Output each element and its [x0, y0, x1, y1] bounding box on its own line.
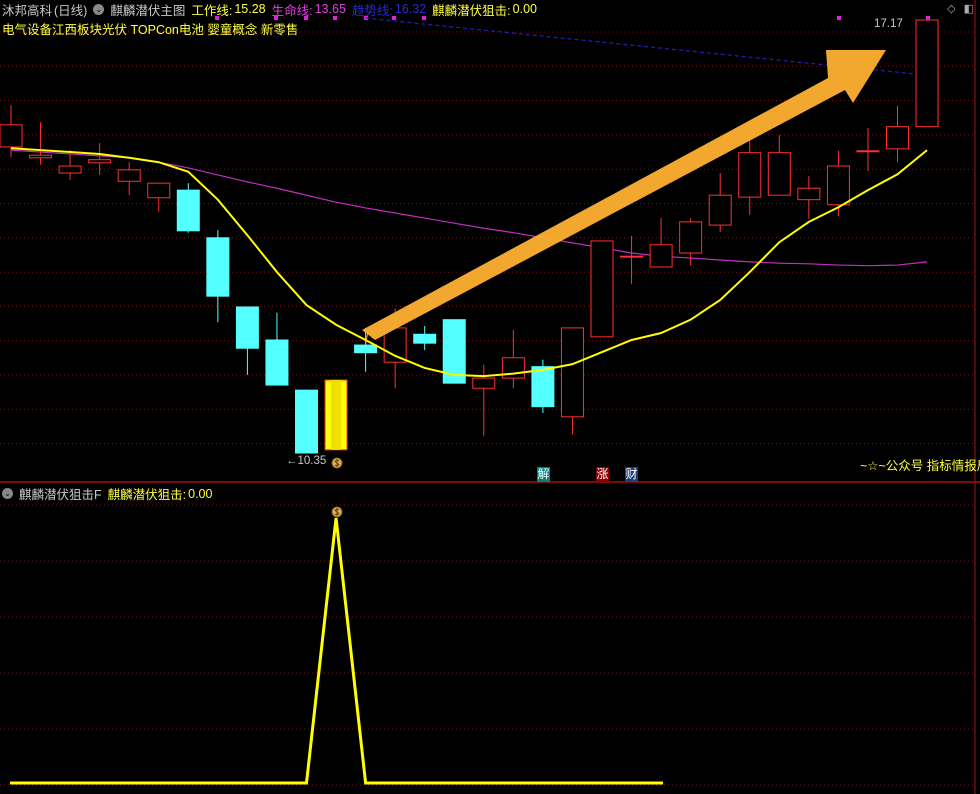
- work-line-value: 15.28: [234, 2, 266, 16]
- signal-zhang: 涨: [596, 467, 609, 482]
- candle-body: [265, 339, 289, 386]
- low-price-label: ←10.35: [286, 455, 327, 467]
- candle-body: [117, 169, 141, 182]
- chevron-down-icon[interactable]: ⌄: [2, 488, 13, 499]
- candle-body: [531, 366, 555, 408]
- signal-jie: 解: [537, 467, 550, 482]
- candle-body: [206, 237, 230, 297]
- sub-panel-header: ⌄ 麒麟潜伏狙击F 麒麟潜伏狙击: 0.00: [2, 484, 212, 503]
- marker-dot: [926, 16, 930, 20]
- candle-body: [413, 333, 437, 344]
- top-right-tools: ◇ ◧: [947, 2, 974, 15]
- candle-body: [560, 327, 584, 418]
- concept-tags: 电气设备江西板块光伏 TOPCon电池 婴童概念 新零售: [2, 23, 299, 37]
- panel-toggle-icon[interactable]: ◧: [963, 3, 974, 15]
- period: (日线): [54, 3, 88, 18]
- candle-body: [856, 150, 880, 153]
- candle-body: [915, 19, 939, 128]
- watermark: ~☆~公众号 指标情报局: [860, 459, 980, 473]
- trend-line: [365, 17, 916, 75]
- sub-value: 0.00: [188, 486, 213, 501]
- marker-dot: [333, 16, 337, 20]
- signal-candle-highlight: [331, 379, 342, 450]
- candle-body: [88, 159, 112, 164]
- signal-cai: 财: [625, 467, 638, 482]
- candle-body: [29, 154, 53, 159]
- sub-indicator-name[interactable]: 麒麟潜伏狙击F: [19, 488, 102, 502]
- high-price-label: 17.17: [874, 18, 903, 30]
- life-line-label: 生命线:: [271, 3, 313, 18]
- candle-body: [442, 319, 466, 384]
- stock-name: 沐邦高科: [2, 3, 53, 18]
- trend-line-value: 16.32: [394, 2, 427, 16]
- main-header: 沐邦高科 (日线) ⌄ 麒麟潜伏主图 工作线: 15.28 生命线: 13.65…: [2, 1, 537, 18]
- marker-dot: [304, 16, 308, 20]
- marker-dot: [215, 16, 219, 20]
- candle-body: [738, 152, 762, 198]
- candle-body: [147, 182, 171, 199]
- marker-dot: [392, 16, 396, 20]
- trend-arrow: [362, 50, 886, 340]
- money-bag-icon-glyph: [334, 508, 340, 516]
- ambush-value: 0.00: [512, 2, 537, 16]
- diamond-icon[interactable]: ◇: [947, 3, 956, 15]
- work-line: [10, 147, 928, 378]
- work-line-label: 工作线:: [191, 3, 233, 18]
- ambush-signal-line: [10, 517, 663, 785]
- candle-body: [886, 126, 909, 150]
- candle-body: [826, 165, 850, 206]
- chevron-down-icon[interactable]: ⌄: [93, 3, 105, 15]
- candle-body: [679, 221, 703, 254]
- candle-body: [767, 152, 791, 196]
- candle-body: [0, 124, 23, 148]
- low-price-value: 10.35: [297, 455, 327, 467]
- candle-body: [649, 244, 673, 268]
- marker-dot: [422, 16, 426, 20]
- indicator-name[interactable]: 麒麟潜伏主图: [110, 3, 186, 18]
- arrow-tail: [365, 329, 369, 346]
- candle-body: [235, 306, 259, 349]
- candle-body: [797, 187, 821, 201]
- marker-dot: [274, 16, 278, 20]
- life-line-value: 13.65: [314, 2, 346, 16]
- trend-line-label: 趋势线:: [351, 3, 393, 18]
- marker-dot: [837, 16, 841, 20]
- candle-body: [708, 194, 732, 226]
- candle-body: [354, 344, 378, 354]
- candle-body: [295, 389, 318, 454]
- ambush-label: 麒麟潜伏狙击:: [432, 3, 511, 18]
- candle-body: [590, 240, 614, 338]
- candle-body: [620, 255, 644, 258]
- candle-body: [472, 377, 496, 389]
- candle-body: [176, 189, 200, 232]
- sub-label: 麒麟潜伏狙击:: [107, 488, 187, 502]
- candle-body: [58, 165, 82, 174]
- money-bag-icon-glyph: [334, 459, 340, 467]
